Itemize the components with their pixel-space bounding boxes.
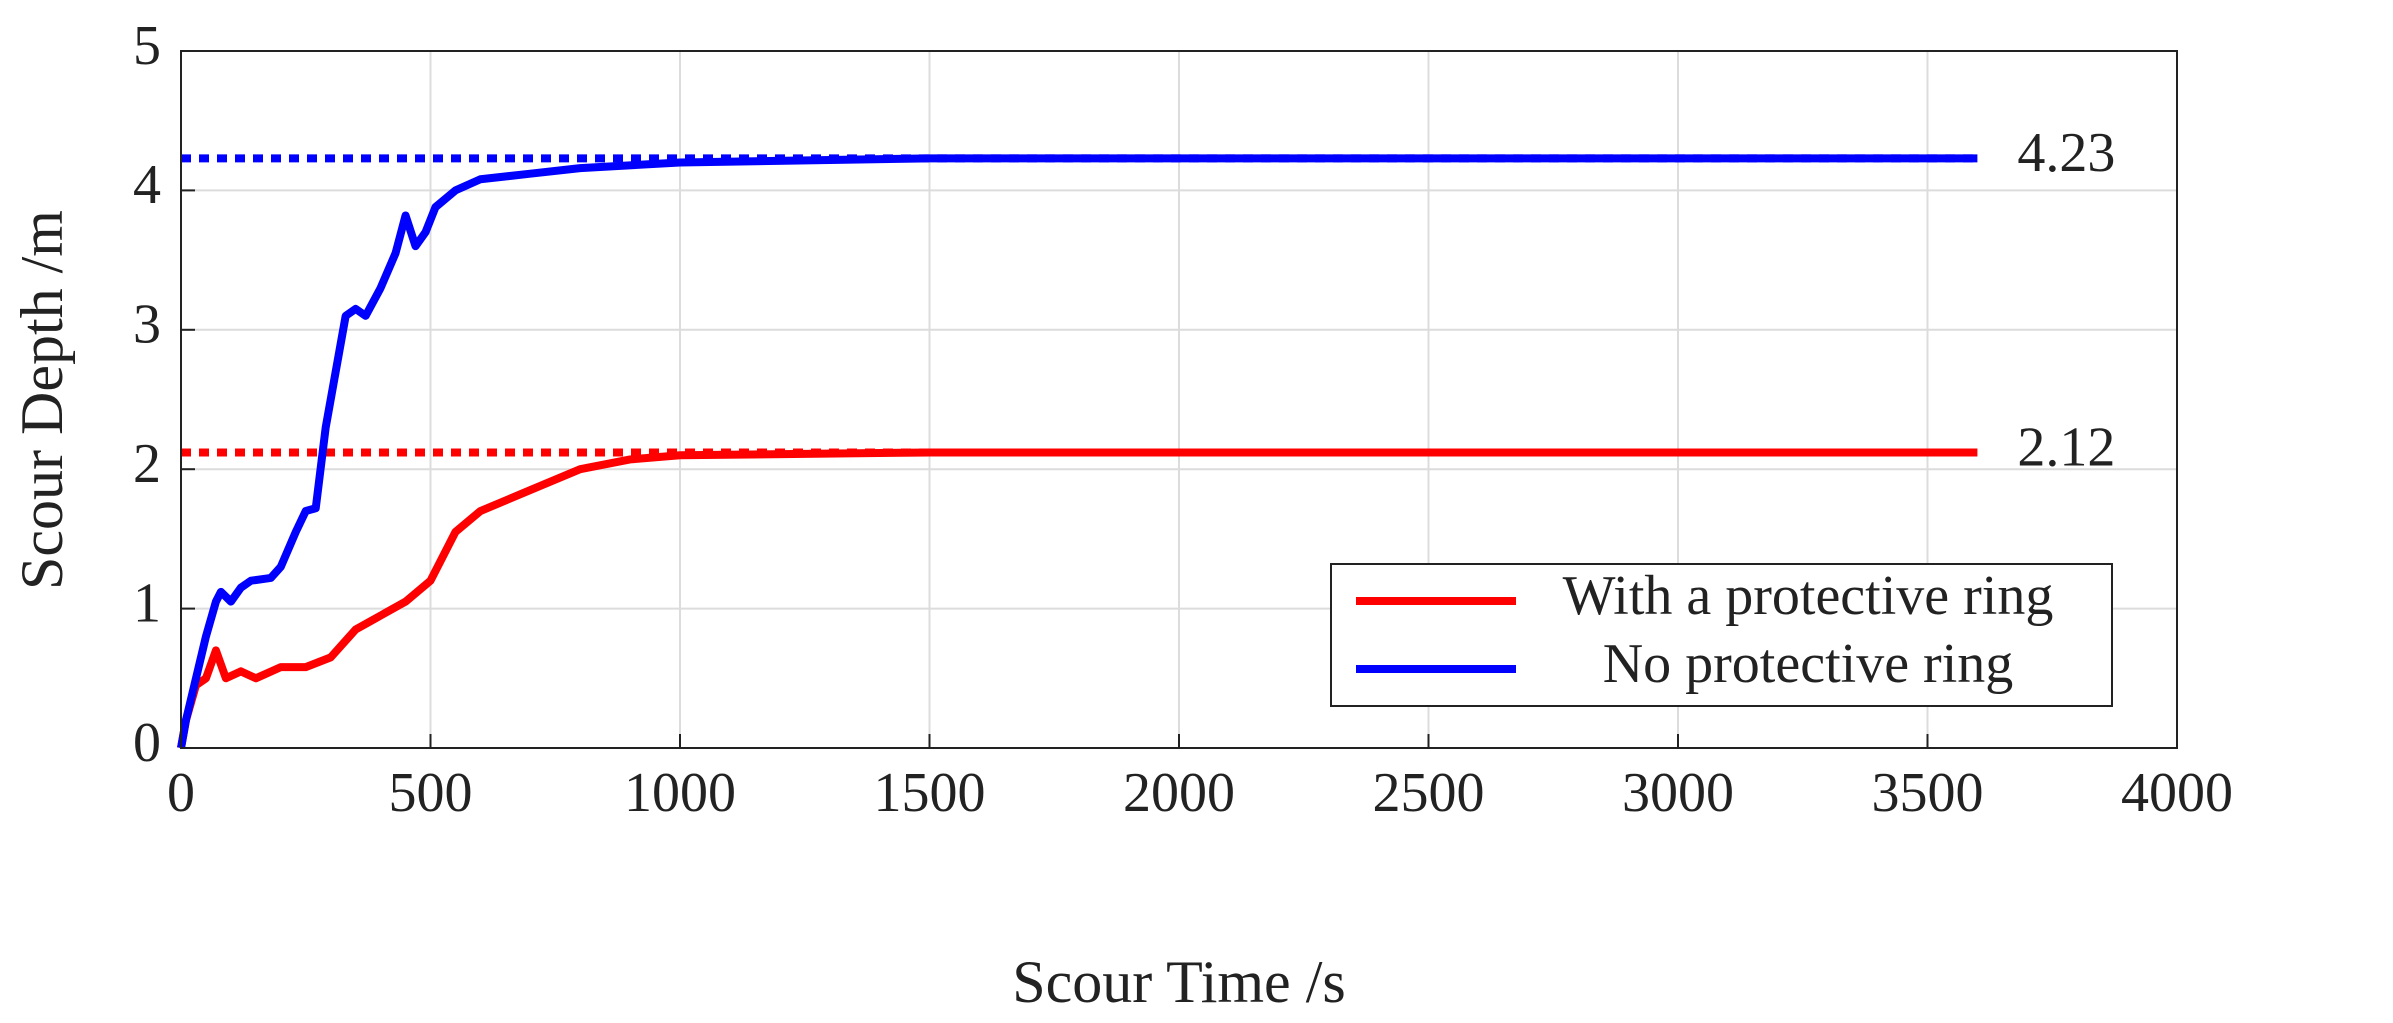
x-tick-label: 2000 bbox=[1123, 762, 1235, 824]
x-tick-label: 4000 bbox=[2121, 762, 2233, 824]
plot-frame bbox=[180, 50, 2178, 749]
x-tick-label: 1000 bbox=[624, 762, 736, 824]
data-line bbox=[177, 154, 1978, 749]
x-tick-label: 3000 bbox=[1622, 762, 1734, 824]
legend-label: With a protective ring bbox=[1563, 565, 2054, 627]
x-tick-label: 0 bbox=[167, 762, 195, 824]
y-tick-label: 0 bbox=[133, 712, 161, 774]
x-tick-label: 500 bbox=[389, 762, 473, 824]
y-tick-label: 2 bbox=[133, 433, 161, 495]
y-axis-label: Scour Depth /m bbox=[9, 210, 75, 590]
y-tick-label: 4 bbox=[133, 154, 161, 216]
x-tick-label: 2500 bbox=[1373, 762, 1485, 824]
annotation-label: 4.23 bbox=[2017, 122, 2115, 184]
x-axis-label: Scour Time /s bbox=[1012, 949, 1345, 1015]
data-line bbox=[177, 448, 1978, 749]
annotation-label: 2.12 bbox=[2017, 416, 2115, 478]
y-tick-label: 1 bbox=[133, 572, 161, 634]
legend-box bbox=[1330, 563, 2113, 707]
x-tick-label: 3500 bbox=[1872, 762, 1984, 824]
x-tick-label: 1500 bbox=[874, 762, 986, 824]
y-tick-label: 5 bbox=[133, 15, 161, 77]
legend-label: No protective ring bbox=[1603, 633, 2014, 695]
y-tick-label: 3 bbox=[133, 294, 161, 356]
